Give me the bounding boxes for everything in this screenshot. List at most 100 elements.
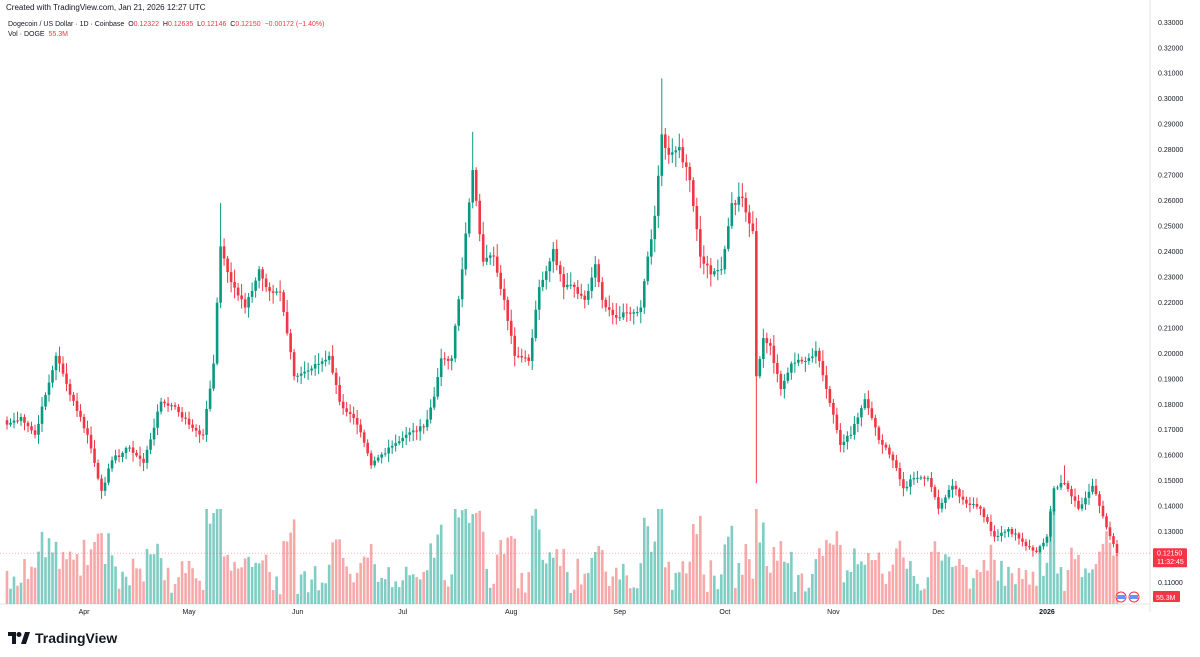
volume-bar: [285, 541, 289, 604]
candle-body: [1038, 546, 1042, 552]
candle-body: [383, 453, 387, 455]
volume-bar: [240, 567, 243, 604]
volume-bar: [730, 525, 734, 604]
volume-bar: [1080, 577, 1084, 604]
price-tick-label: 0.33000: [1158, 20, 1183, 27]
volume-bar: [653, 541, 657, 604]
candle-body: [1091, 485, 1094, 492]
volume-bar: [825, 539, 828, 604]
volume-bar: [411, 574, 415, 604]
candle-body: [313, 364, 317, 369]
candle-body: [61, 363, 65, 374]
candle-body: [1066, 483, 1070, 490]
volume-bar: [408, 575, 411, 604]
volume-bar: [275, 576, 278, 604]
candle-body: [166, 403, 170, 406]
volume-bar: [1105, 531, 1108, 604]
volume-bar: [264, 554, 268, 604]
volume-bar: [618, 579, 622, 604]
candle-body: [527, 357, 531, 361]
candle-body: [72, 394, 75, 401]
candle-body: [975, 503, 979, 507]
candle-body: [762, 338, 765, 359]
candle-body: [401, 437, 404, 442]
candle-body: [257, 269, 261, 281]
volume-bar: [961, 564, 965, 604]
candle-body: [888, 447, 891, 455]
volume-bar: [460, 510, 464, 604]
candle-body: [797, 359, 800, 363]
volume-bar: [401, 580, 404, 604]
candle-body: [790, 363, 793, 373]
candle-body: [264, 278, 268, 288]
volume-bar: [478, 510, 482, 604]
volume-bar: [243, 558, 247, 604]
candle-body: [1087, 491, 1091, 498]
symbol-name[interactable]: Dogecoin / US Dollar · 1D · Coinbase: [8, 21, 125, 28]
flag-icon[interactable]: [1128, 591, 1140, 603]
candle-body: [1000, 532, 1003, 536]
volume-bar: [944, 554, 947, 604]
candle-body: [478, 200, 482, 235]
candle-body: [299, 373, 303, 376]
candle-body: [618, 317, 622, 319]
candle-body: [744, 198, 748, 213]
volume-bar: [853, 548, 856, 604]
candle-body: [947, 489, 951, 498]
volume-bar: [579, 584, 583, 604]
candle-body: [681, 147, 685, 163]
open-value: 0.12322: [133, 21, 159, 28]
volume-bar: [919, 590, 923, 604]
volume-bar: [201, 589, 205, 604]
candle-body: [902, 479, 905, 489]
candle-body: [513, 335, 517, 356]
volume-bar: [968, 588, 972, 604]
volume-bar: [699, 515, 702, 604]
volume-bar: [681, 561, 685, 604]
candle-body: [614, 315, 618, 318]
volume-bar: [33, 567, 37, 604]
candle-body: [1028, 546, 1031, 548]
volume-bar: [958, 558, 961, 604]
candle-body: [1021, 538, 1024, 542]
volume-bar: [453, 509, 457, 604]
time-tick-label: Dec: [932, 609, 945, 616]
volume-bar: [320, 582, 324, 604]
candle-body: [205, 408, 208, 435]
candle-body: [713, 271, 716, 275]
candle-body: [621, 312, 625, 318]
candle-body: [877, 427, 881, 440]
volume-bar: [723, 544, 727, 604]
candle-body: [394, 443, 397, 446]
flag-icon[interactable]: [1115, 591, 1127, 603]
tradingview-logo[interactable]: TradingView: [8, 629, 117, 647]
volume-bar: [562, 548, 566, 604]
volume-label[interactable]: Vol · DOGE: [8, 31, 45, 38]
candle-body: [502, 288, 506, 300]
volume-bar: [986, 570, 989, 604]
candle-body: [1094, 485, 1098, 495]
volume-bar: [818, 548, 821, 604]
volume-bar: [895, 548, 898, 604]
candle-body: [226, 258, 229, 273]
volume-bar: [569, 593, 573, 604]
candle-body: [597, 264, 601, 283]
candle-body: [411, 430, 415, 433]
volume-bar: [247, 556, 250, 604]
volume-bar: [828, 543, 832, 604]
candle-body: [387, 447, 390, 454]
candle-body: [548, 261, 552, 272]
candle-body: [1056, 487, 1059, 489]
candle-body: [898, 468, 902, 480]
volume-bar: [338, 539, 341, 604]
volume-bar: [397, 587, 401, 604]
candle-body: [709, 265, 713, 275]
volume-bar: [268, 572, 271, 604]
volume-bar: [82, 539, 86, 604]
candle-body: [565, 284, 569, 288]
candle-body: [769, 343, 772, 346]
volume-bar: [310, 579, 313, 604]
candle-body: [625, 312, 629, 314]
candle-body: [674, 150, 678, 153]
